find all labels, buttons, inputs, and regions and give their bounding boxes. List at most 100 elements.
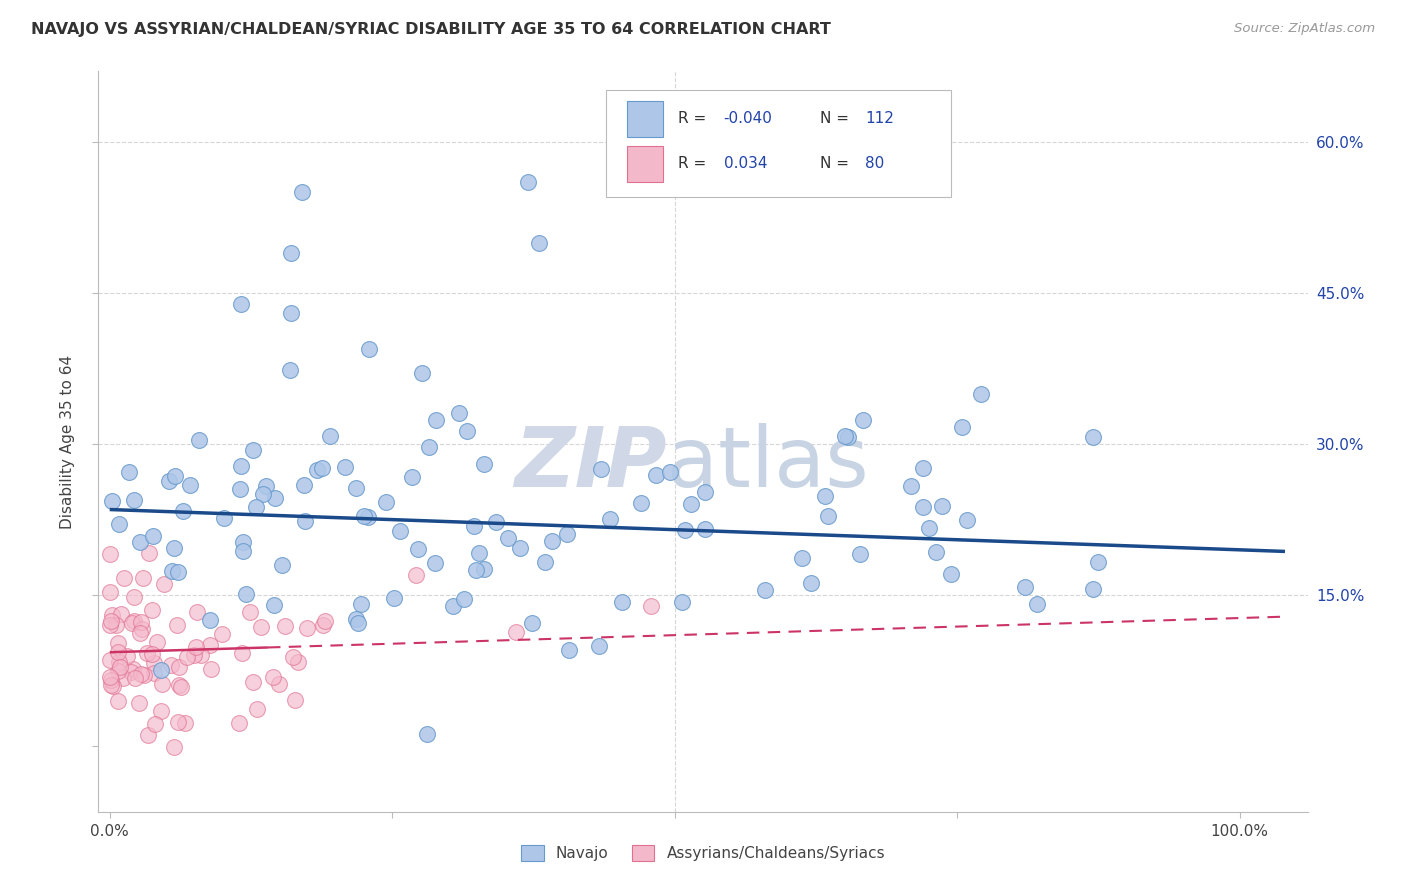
Point bbox=[924, 545, 946, 559]
Point bbox=[228, 715, 250, 730]
Point bbox=[198, 638, 221, 652]
Text: 80: 80 bbox=[865, 156, 884, 171]
Point bbox=[252, 486, 274, 500]
Point bbox=[107, 655, 129, 669]
Point bbox=[142, 656, 165, 670]
Point bbox=[110, 607, 132, 621]
Point bbox=[270, 558, 292, 572]
Point bbox=[198, 613, 221, 627]
Point bbox=[112, 671, 135, 685]
Point bbox=[754, 582, 776, 597]
Point bbox=[612, 594, 634, 608]
Y-axis label: Disability Age 35 to 64: Disability Age 35 to 64 bbox=[60, 354, 75, 529]
Point bbox=[359, 342, 381, 356]
Text: NAVAJO VS ASSYRIAN/CHALDEAN/SYRIAC DISABILITY AGE 35 TO 64 CORRELATION CHART: NAVAJO VS ASSYRIAN/CHALDEAN/SYRIAC DISAB… bbox=[31, 22, 831, 37]
Point bbox=[254, 479, 277, 493]
Point bbox=[107, 636, 129, 650]
Point bbox=[135, 646, 157, 660]
Point bbox=[540, 533, 562, 548]
Point bbox=[98, 618, 121, 632]
Point bbox=[344, 612, 367, 626]
Point bbox=[294, 514, 316, 528]
Point bbox=[589, 462, 612, 476]
Point bbox=[229, 483, 252, 497]
Point bbox=[534, 555, 557, 569]
Point bbox=[108, 517, 131, 532]
Point bbox=[911, 460, 934, 475]
Point bbox=[950, 419, 973, 434]
Point bbox=[900, 479, 922, 493]
Point bbox=[167, 565, 190, 579]
Point bbox=[474, 457, 496, 471]
Point bbox=[817, 508, 839, 523]
Point bbox=[498, 531, 520, 545]
Point bbox=[284, 693, 307, 707]
Point bbox=[174, 716, 197, 731]
Point bbox=[115, 648, 138, 663]
Point bbox=[814, 489, 837, 503]
Point bbox=[347, 615, 370, 630]
Point bbox=[235, 587, 257, 601]
Text: Source: ZipAtlas.com: Source: ZipAtlas.com bbox=[1234, 22, 1375, 36]
Point bbox=[852, 413, 875, 427]
Point bbox=[145, 716, 167, 731]
Point bbox=[108, 659, 131, 673]
Point bbox=[800, 576, 823, 591]
Point bbox=[401, 470, 423, 484]
Point bbox=[129, 615, 152, 629]
Point bbox=[200, 662, 222, 676]
Point bbox=[837, 430, 859, 444]
Point bbox=[693, 522, 716, 536]
Point bbox=[640, 599, 662, 613]
Point bbox=[955, 513, 977, 527]
Point bbox=[167, 659, 190, 673]
Point bbox=[163, 469, 186, 483]
Point bbox=[1081, 430, 1104, 444]
Point bbox=[291, 186, 314, 200]
Point bbox=[231, 458, 253, 473]
Point bbox=[157, 474, 180, 488]
Point bbox=[101, 680, 124, 694]
Point bbox=[693, 485, 716, 500]
Point bbox=[280, 306, 302, 320]
Point bbox=[149, 704, 172, 718]
Point bbox=[335, 460, 357, 475]
Point bbox=[472, 562, 495, 576]
Point bbox=[263, 598, 285, 612]
Point bbox=[509, 541, 531, 556]
Point bbox=[485, 515, 508, 529]
Point bbox=[588, 639, 610, 653]
Point bbox=[463, 518, 485, 533]
Point bbox=[100, 614, 122, 628]
Point bbox=[311, 461, 333, 475]
Point bbox=[136, 728, 159, 742]
Point bbox=[176, 650, 198, 665]
Point bbox=[120, 665, 142, 679]
Point bbox=[186, 605, 208, 619]
Point bbox=[679, 497, 702, 511]
Point bbox=[917, 520, 939, 534]
Point bbox=[1083, 582, 1105, 596]
Point bbox=[382, 591, 405, 605]
Point bbox=[167, 678, 190, 692]
Point bbox=[245, 702, 267, 716]
Point bbox=[242, 675, 264, 690]
Point bbox=[555, 526, 578, 541]
Point bbox=[231, 646, 253, 660]
Text: N =: N = bbox=[820, 112, 855, 127]
Point bbox=[449, 406, 471, 420]
Point bbox=[406, 541, 429, 556]
Text: ZIP: ZIP bbox=[515, 423, 666, 504]
Point bbox=[292, 477, 315, 491]
Point bbox=[456, 424, 478, 438]
Point bbox=[599, 512, 621, 526]
Point bbox=[118, 465, 141, 479]
Point bbox=[671, 595, 693, 609]
Text: atlas: atlas bbox=[666, 423, 869, 504]
Point bbox=[245, 500, 267, 514]
Point bbox=[122, 590, 145, 604]
Point bbox=[520, 616, 543, 631]
Point bbox=[105, 617, 128, 632]
Point bbox=[516, 175, 538, 189]
Point bbox=[357, 509, 380, 524]
